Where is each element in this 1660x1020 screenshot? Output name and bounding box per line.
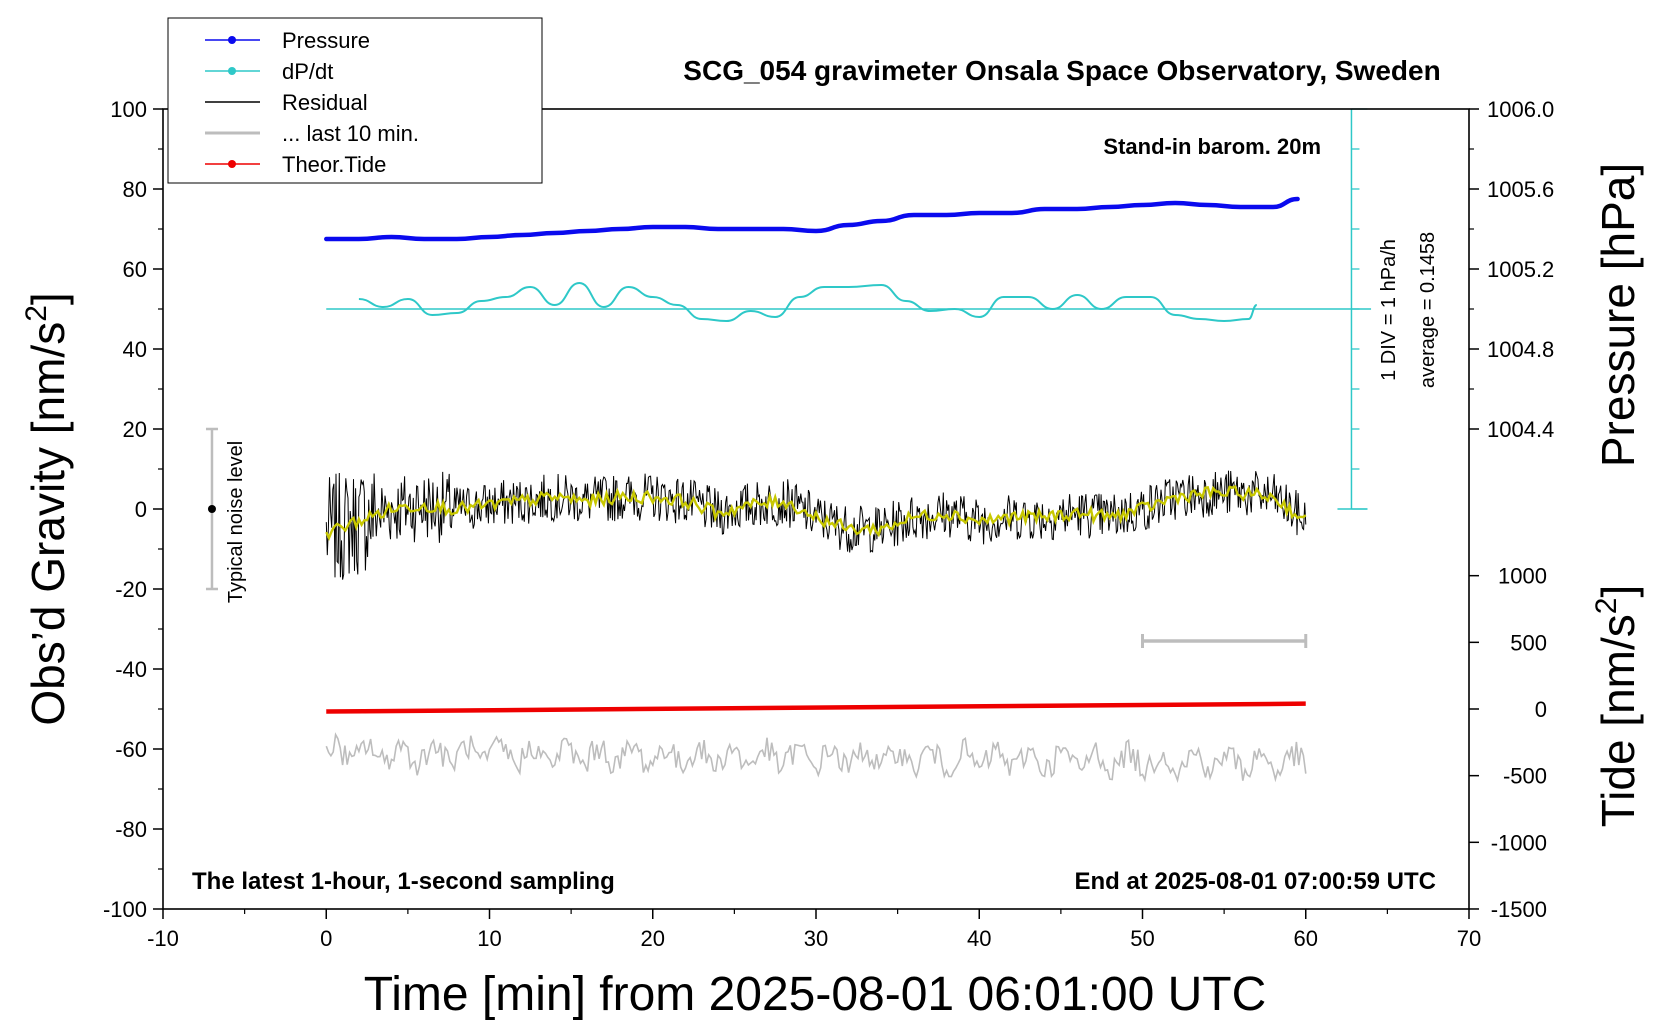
tide-tick-label: 500 [1510, 630, 1547, 655]
x-tick-label: 50 [1130, 926, 1154, 951]
y-tick-label: 80 [123, 177, 147, 202]
tide-line [326, 701, 1306, 714]
tide-tick-label: -1000 [1491, 830, 1547, 855]
x-tick-label: 60 [1294, 926, 1318, 951]
pressure-tick-label: 1005.2 [1487, 257, 1554, 282]
y-tick-label: 60 [123, 257, 147, 282]
div-scale-label: 1 DIV = 1 hPa/h [1378, 239, 1400, 381]
x-tick-label: -10 [147, 926, 179, 951]
x-tick-label: 0 [320, 926, 332, 951]
legend-marker [228, 36, 236, 44]
pressure-tick-label: 1006.0 [1487, 97, 1554, 122]
y-tick-label: 20 [123, 417, 147, 442]
y-tick-label: 0 [135, 497, 147, 522]
y-tick-label: -40 [115, 657, 147, 682]
y-tick-label: -60 [115, 737, 147, 762]
y-axis-label-left: Obs’d Gravity [nm/s2] [20, 292, 74, 725]
legend-label: Residual [282, 90, 368, 115]
legend-label: Pressure [282, 28, 370, 53]
stand-in-note: Stand-in barom. 20m [1103, 134, 1321, 159]
pressure-tick-label: 1005.6 [1487, 177, 1554, 202]
noise-level-label: Typical noise level [225, 441, 247, 603]
x-tick-label: 70 [1457, 926, 1481, 951]
noise-level-dot [207, 505, 216, 513]
x-axis-label: Time [min] from 2025-08-01 06:01:00 UTC [364, 968, 1267, 1020]
series-layer [205, 108, 1372, 784]
pressure-line [324, 196, 1300, 242]
residual-smoothed-line [325, 485, 1307, 542]
legend-label: dP/dt [282, 59, 333, 84]
x-tick-label: 30 [804, 926, 828, 951]
end-time-note: End at 2025-08-01 07:00:59 UTC [1075, 868, 1437, 895]
legend-marker [228, 67, 236, 75]
tide-tick-label: -500 [1503, 764, 1547, 789]
tide-tick-label: 1000 [1498, 564, 1547, 589]
x-tick-label: 40 [967, 926, 991, 951]
x-tick-label: 10 [477, 926, 501, 951]
y-tick-label: -100 [103, 897, 147, 922]
axis-layer: -10 0 10 20 30 40 50 60 70-100-80-60-40-20020406… [103, 97, 1554, 951]
y-axis-label-tide: Tide [nm/s2] [1590, 585, 1644, 828]
legend-label: Theor.Tide [282, 152, 386, 177]
y-axis-label-pressure: Pressure [hPa] [1592, 163, 1644, 467]
tide-tick-label: -1500 [1491, 897, 1547, 922]
y-tick-label: 40 [123, 337, 147, 362]
average-label: average = 0.1458 [1417, 232, 1439, 388]
y-tick-label: 100 [110, 97, 147, 122]
chart-legend: Pressure dP/dt Residual ... last 10 min. The… [167, 17, 543, 184]
legend-marker [228, 160, 236, 168]
sampling-note: The latest 1-hour, 1-second sampling [192, 868, 615, 895]
dpdt-line [358, 281, 1258, 323]
residual-last-10min-line [325, 732, 1307, 784]
pressure-tick-label: 1004.4 [1487, 417, 1554, 442]
legend-box [167, 17, 543, 184]
legend-label: ... last 10 min. [282, 121, 419, 146]
x-tick-label: 20 [641, 926, 665, 951]
tide-tick-label: 0 [1535, 697, 1547, 722]
pressure-tick-label: 1004.8 [1487, 337, 1554, 362]
residual-line [325, 470, 1307, 580]
chart-title: SCG_054 gravimeter Onsala Space Observat… [683, 55, 1440, 86]
y-tick-label: -20 [115, 577, 147, 602]
y-tick-label: -80 [115, 817, 147, 842]
